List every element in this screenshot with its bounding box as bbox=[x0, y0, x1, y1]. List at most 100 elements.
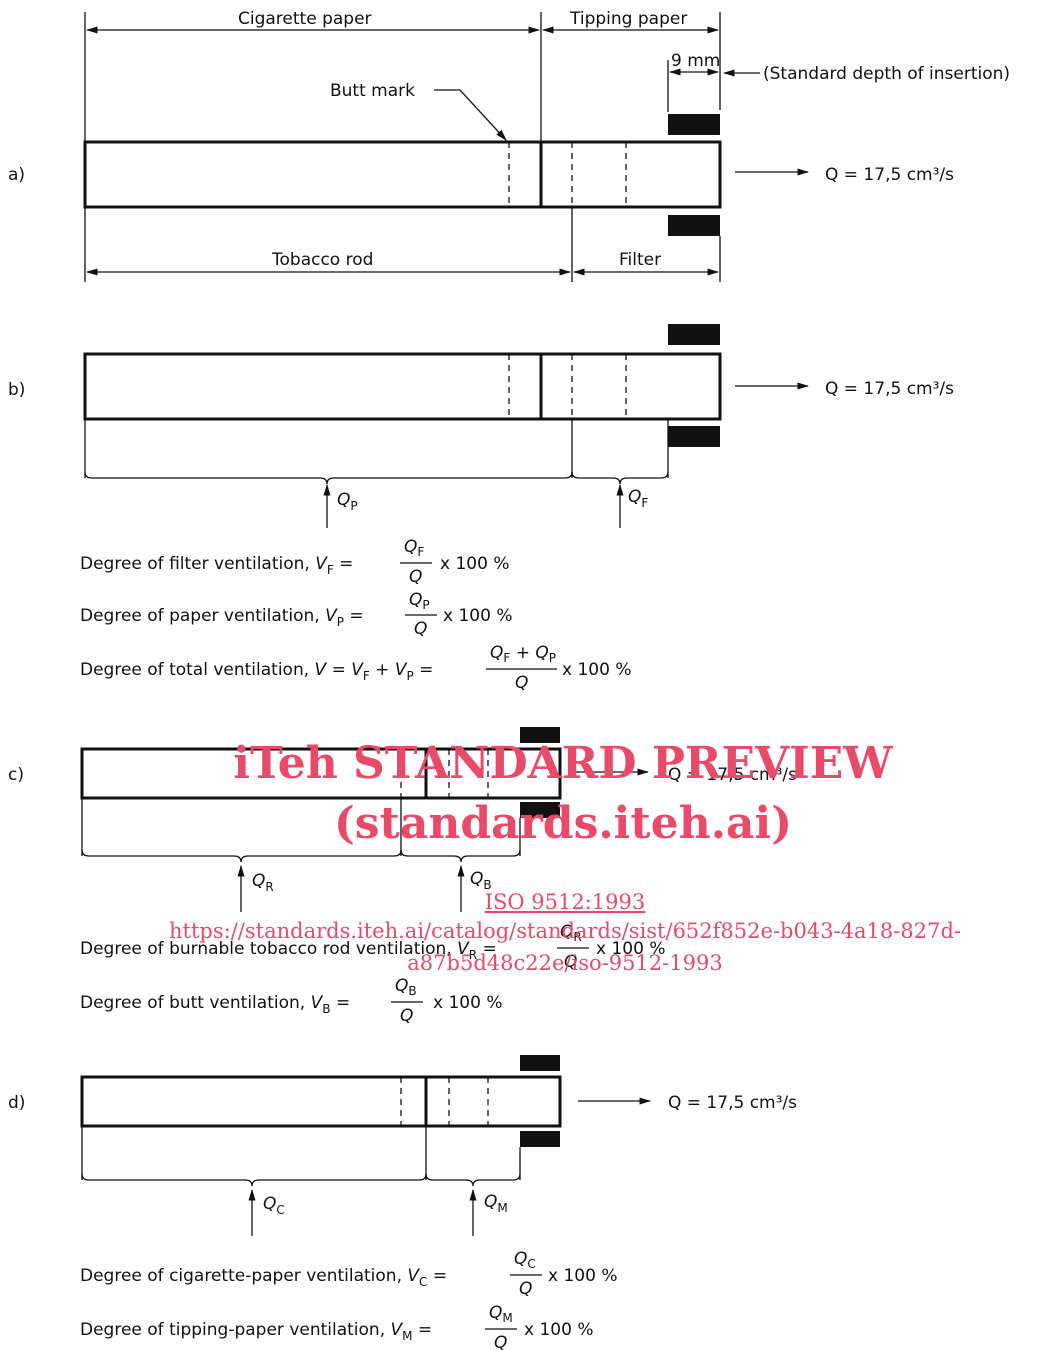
formula-vr: Degree of burnable tobacco rod ventilati… bbox=[80, 922, 665, 972]
panel-d: d) Q = 17,5 cm³/s QC QM bbox=[8, 1055, 797, 1236]
holder-bottom-b bbox=[668, 426, 720, 447]
panel-c-label: c) bbox=[8, 765, 24, 785]
vp-tail: x 100 % bbox=[443, 606, 512, 626]
nine-mm-label: 9 mm bbox=[671, 51, 720, 71]
svg-text:Degree of tipping-paper ventil: Degree of tipping-paper ventilation, VM … bbox=[80, 1320, 432, 1343]
svg-text:QB: QB bbox=[395, 976, 417, 998]
holder-bottom-c bbox=[520, 802, 560, 818]
holder-top-b bbox=[668, 324, 720, 345]
vr-tail: x 100 % bbox=[596, 939, 665, 959]
panel-a-label: a) bbox=[8, 165, 25, 185]
svg-text:QC: QC bbox=[514, 1249, 536, 1271]
svg-text:QF: QF bbox=[628, 487, 648, 510]
qf-label: Q bbox=[628, 487, 641, 507]
formula-vm: Degree of tipping-paper ventilation, VM … bbox=[80, 1303, 593, 1350]
vc-text: Degree of cigarette-paper ventilation, bbox=[80, 1266, 407, 1286]
holder-top-d bbox=[520, 1055, 560, 1071]
vr-text: Degree of burnable tobacco rod ventilati… bbox=[80, 939, 457, 959]
qb-label: Q bbox=[470, 869, 483, 889]
qb-sub: B bbox=[483, 878, 491, 892]
svg-text:Q: Q bbox=[414, 619, 427, 639]
vt-text: Degree of total ventilation, bbox=[80, 660, 315, 680]
vf-tail: x 100 % bbox=[440, 554, 509, 574]
cigarette-b bbox=[83, 352, 722, 421]
watermark-title: iTeh STANDARD PREVIEW bbox=[233, 738, 893, 789]
flow-label-b: Q = 17,5 cm³/s bbox=[825, 379, 954, 399]
panel-b-label: b) bbox=[8, 380, 25, 400]
qr-label: Q bbox=[252, 871, 265, 891]
qr-sub: R bbox=[265, 880, 273, 894]
qp-label: Q bbox=[337, 490, 350, 510]
formula-vp: Degree of paper ventilation, VP = QP Q x… bbox=[80, 590, 512, 639]
brace-qb bbox=[400, 849, 521, 863]
svg-text:Q: Q bbox=[515, 673, 528, 693]
svg-text:Q: Q bbox=[400, 1006, 413, 1026]
panel-b: b) Q = 17,5 cm³/s QP QF bbox=[8, 324, 954, 528]
svg-text:QM: QM bbox=[484, 1192, 508, 1215]
vf-text: Degree of filter ventilation, bbox=[80, 554, 315, 574]
svg-text:Degree of cigarette-paper vent: Degree of cigarette-paper ventilation, V… bbox=[80, 1266, 447, 1289]
vc-tail: x 100 % bbox=[548, 1266, 617, 1286]
qm-label: Q bbox=[484, 1192, 497, 1212]
svg-text:QC: QC bbox=[263, 1194, 285, 1217]
svg-text:QR: QR bbox=[560, 922, 582, 944]
watermark-url2: a87b5d48c22e/iso-9512-1993 bbox=[407, 951, 722, 975]
svg-text:QF: QF bbox=[404, 537, 424, 559]
svg-text:Degree of butt ventilation, VB: Degree of butt ventilation, VB = bbox=[80, 993, 350, 1016]
vt-tail: x 100 % bbox=[562, 660, 631, 680]
flow-label-c: Q = 17,5 cm³/s bbox=[668, 765, 797, 785]
svg-text:QR: QR bbox=[252, 871, 274, 894]
vm-tail: x 100 % bbox=[524, 1320, 593, 1340]
brace-qp bbox=[84, 471, 573, 485]
svg-text:Degree of burnable tobacco rod: Degree of burnable tobacco rod ventilati… bbox=[80, 939, 497, 962]
qf-sub: F bbox=[641, 496, 648, 510]
flow-label-d: Q = 17,5 cm³/s bbox=[668, 1093, 797, 1113]
tobacco-rod-label: Tobacco rod bbox=[271, 250, 373, 270]
watermark-url1: https://standards.iteh.ai/catalog/standa… bbox=[169, 919, 961, 943]
qc-label: Q bbox=[263, 1194, 276, 1214]
panel-a: a) Cigarette paper Tipping paper 9 mm (S… bbox=[8, 9, 1010, 282]
svg-text:Degree of paper ventilation, V: Degree of paper ventilation, VP = bbox=[80, 606, 364, 629]
svg-text:Degree of filter ventilation,: Degree of filter ventilation, VF = bbox=[80, 554, 353, 577]
qc-sub: C bbox=[276, 1203, 284, 1217]
holder-bottom-a bbox=[668, 215, 720, 236]
svg-text:Degree of total ventilation, V: Degree of total ventilation, V = VF + VP… bbox=[80, 660, 433, 683]
formula-vt: Degree of total ventilation, V = VF + VP… bbox=[80, 643, 631, 693]
vb-text: Degree of butt ventilation, bbox=[80, 993, 311, 1013]
holder-bottom-d bbox=[520, 1131, 560, 1147]
panel-d-label: d) bbox=[8, 1093, 25, 1113]
svg-text:Q: Q bbox=[409, 567, 422, 587]
flow-label-a: Q = 17,5 cm³/s bbox=[825, 165, 954, 185]
svg-text:Q: Q bbox=[564, 952, 577, 972]
vm-text: Degree of tipping-paper ventilation, bbox=[80, 1320, 391, 1340]
qm-sub: M bbox=[497, 1201, 507, 1215]
cigarette-c bbox=[80, 747, 562, 800]
svg-text:Q: Q bbox=[519, 1279, 532, 1299]
butt-mark-label: Butt mark bbox=[330, 81, 415, 101]
holder-top-a bbox=[668, 114, 720, 135]
cigarette-paper-label: Cigarette paper bbox=[238, 9, 372, 29]
filter-label: Filter bbox=[619, 250, 661, 270]
svg-text:QB: QB bbox=[470, 869, 492, 892]
tipping-paper-label: Tipping paper bbox=[569, 9, 687, 29]
svg-text:QP: QP bbox=[409, 590, 430, 612]
svg-text:QP: QP bbox=[337, 490, 358, 513]
vp-text: Degree of paper ventilation, bbox=[80, 606, 325, 626]
formula-vc: Degree of cigarette-paper ventilation, V… bbox=[80, 1249, 617, 1299]
standard-depth-label: (Standard depth of insertion) bbox=[763, 64, 1010, 84]
holder-top-c bbox=[520, 727, 560, 743]
formula-vf: Degree of filter ventilation, VF = QF Q … bbox=[80, 537, 509, 587]
cigarette-a bbox=[83, 140, 722, 209]
formula-vb: Degree of butt ventilation, VB = QB Q x … bbox=[80, 976, 502, 1026]
svg-text:Q: Q bbox=[494, 1333, 507, 1350]
watermark-doc: ISO 9512:1993 bbox=[485, 890, 646, 914]
svg-text:QF + QP: QF + QP bbox=[490, 643, 556, 665]
panel-c: c) Q = 17,5 cm³/s QR QB bbox=[8, 727, 797, 912]
watermark: iTeh STANDARD PREVIEW (standards.iteh.ai… bbox=[169, 738, 961, 975]
brace-qm bbox=[425, 1173, 521, 1187]
watermark-site: (standards.iteh.ai) bbox=[334, 798, 792, 849]
brace-qr bbox=[81, 849, 402, 863]
qp-sub: P bbox=[350, 499, 357, 513]
brace-qc bbox=[81, 1173, 427, 1187]
